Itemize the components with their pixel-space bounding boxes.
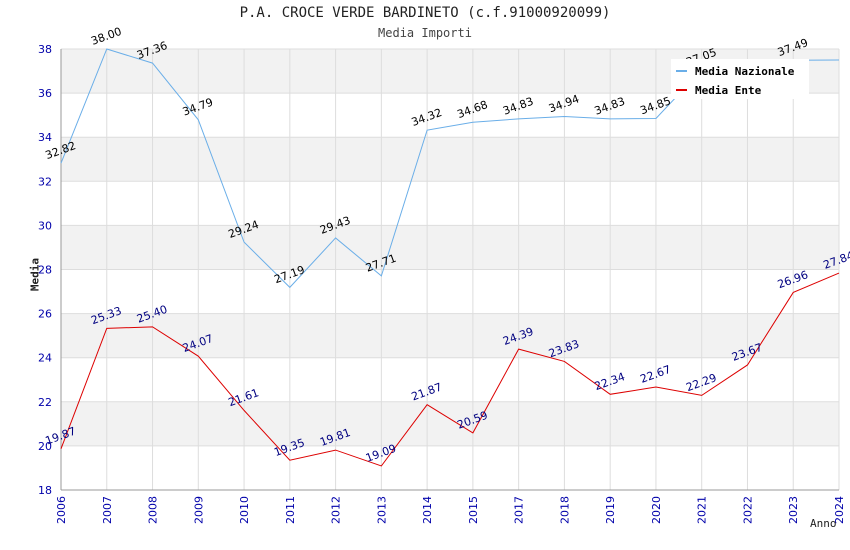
- plot-band: [61, 401, 839, 446]
- x-tick-label: 2017: [513, 496, 526, 524]
- axes: [60, 49, 839, 491]
- x-tick-label: 2006: [55, 496, 68, 524]
- x-tick-label: 2009: [192, 496, 205, 524]
- x-tick-label: 2010: [238, 496, 251, 524]
- y-tick-label: 20: [38, 440, 52, 453]
- y-tick-label: 18: [38, 484, 52, 497]
- y-tick-label: 32: [38, 175, 52, 188]
- plot-band: [61, 137, 839, 182]
- x-tick-labels: 2006 2007 2008 2009 2010 2011 2012 2013 2014 2015…: [55, 496, 846, 524]
- chart-title: P.A. CROCE VERDE BARDINETO (c.f.91000920…: [239, 5, 611, 21]
- x-tick-label: 2021: [696, 496, 709, 524]
- legend-item-media-nazionale: Media Nazionale: [676, 63, 794, 79]
- y-tick-labels: 18 20 22 24 26 28 30 32 34 36 38: [38, 43, 52, 497]
- series-line-media-ente: [60, 272, 840, 467]
- y-tick-label: 38: [38, 43, 52, 56]
- y-tick-label: 24: [38, 352, 52, 365]
- legend: Media Nazionale Media Ente: [671, 59, 809, 99]
- legend-label-media-ente: Media Ente: [695, 83, 762, 97]
- legend-swatch-media-ente: [676, 89, 687, 91]
- x-tick-label: 2013: [375, 496, 388, 524]
- x-tick-label: 2008: [147, 496, 160, 524]
- y-tick-label: 28: [38, 264, 52, 277]
- x-tick-label: 2019: [604, 496, 617, 524]
- legend-item-media-ente: Media Ente: [676, 82, 761, 98]
- x-tick-label: 2022: [741, 496, 754, 524]
- x-tick-label: 2020: [650, 496, 663, 524]
- x-tick-label: 2011: [284, 496, 297, 524]
- legend-label-media-nazionale: Media Nazionale: [695, 64, 795, 78]
- plot-band: [61, 313, 839, 358]
- plot-band: [61, 225, 839, 270]
- y-tick-label: 30: [38, 219, 52, 232]
- y-tick-label: 36: [38, 87, 52, 100]
- y-tick-label: 22: [38, 396, 52, 409]
- y-axis-label: Media: [28, 257, 42, 292]
- x-tick-label: 2007: [101, 496, 114, 524]
- grid-lines: [60, 48, 840, 491]
- plot-bands: [61, 49, 839, 446]
- y-tick-label: 34: [38, 131, 52, 144]
- x-tick-label: 2012: [330, 496, 343, 524]
- x-tick-label: 2024: [833, 496, 846, 524]
- x-tick-label: 2018: [558, 496, 571, 524]
- y-tick-label: 26: [38, 308, 52, 321]
- chart-subtitle: Media Importi: [378, 26, 472, 40]
- x-tick-label: 2014: [421, 496, 434, 524]
- x-axis-label: Anno: [810, 517, 837, 530]
- x-tick-label: 2015: [467, 496, 480, 524]
- legend-swatch-media-nazionale: [676, 70, 687, 72]
- x-tick-label: 2023: [787, 496, 800, 524]
